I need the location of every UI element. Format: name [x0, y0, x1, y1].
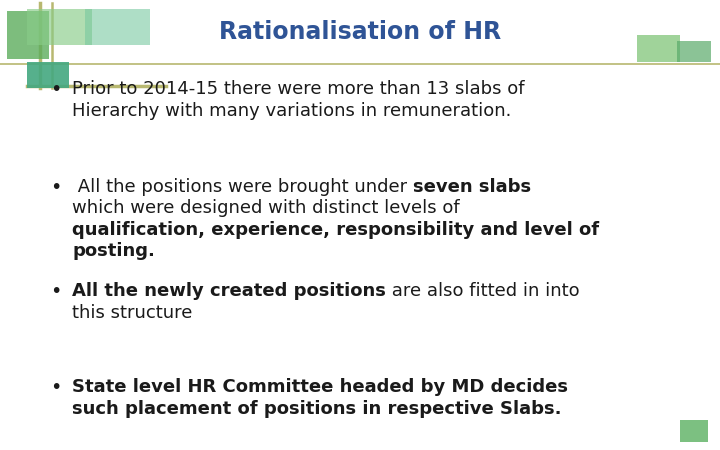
Text: •: •: [50, 178, 61, 197]
Text: Prior to 2014-15 there were more than 13 slabs of: Prior to 2014-15 there were more than 13…: [72, 80, 524, 98]
Text: All the positions were brought under: All the positions were brought under: [72, 178, 413, 196]
Bar: [85, 9, 150, 45]
Bar: [27, 9, 92, 45]
Text: •: •: [50, 80, 61, 99]
Text: such placement of positions in respective Slabs.: such placement of positions in respectiv…: [72, 400, 562, 418]
Text: are also fitted in into: are also fitted in into: [386, 282, 580, 300]
Text: seven slabs: seven slabs: [413, 178, 531, 196]
Text: Hierarchy with many variations in remuneration.: Hierarchy with many variations in remune…: [72, 102, 511, 120]
Text: posting.: posting.: [72, 243, 155, 261]
Text: All the newly created positions: All the newly created positions: [72, 282, 386, 300]
Text: •: •: [50, 378, 61, 397]
Text: •: •: [50, 282, 61, 301]
Text: Rationalisation of HR: Rationalisation of HR: [219, 20, 501, 45]
Text: this structure: this structure: [72, 303, 192, 321]
Bar: [7, 11, 49, 59]
Bar: [637, 35, 680, 62]
Bar: [27, 62, 69, 88]
Bar: [680, 420, 708, 442]
Text: which were designed with distinct levels of: which were designed with distinct levels…: [72, 199, 459, 217]
Text: qualification, experience, responsibility and level of: qualification, experience, responsibilit…: [72, 221, 599, 239]
Bar: [677, 40, 711, 62]
Text: State level HR Committee headed by MD decides: State level HR Committee headed by MD de…: [72, 378, 568, 396]
